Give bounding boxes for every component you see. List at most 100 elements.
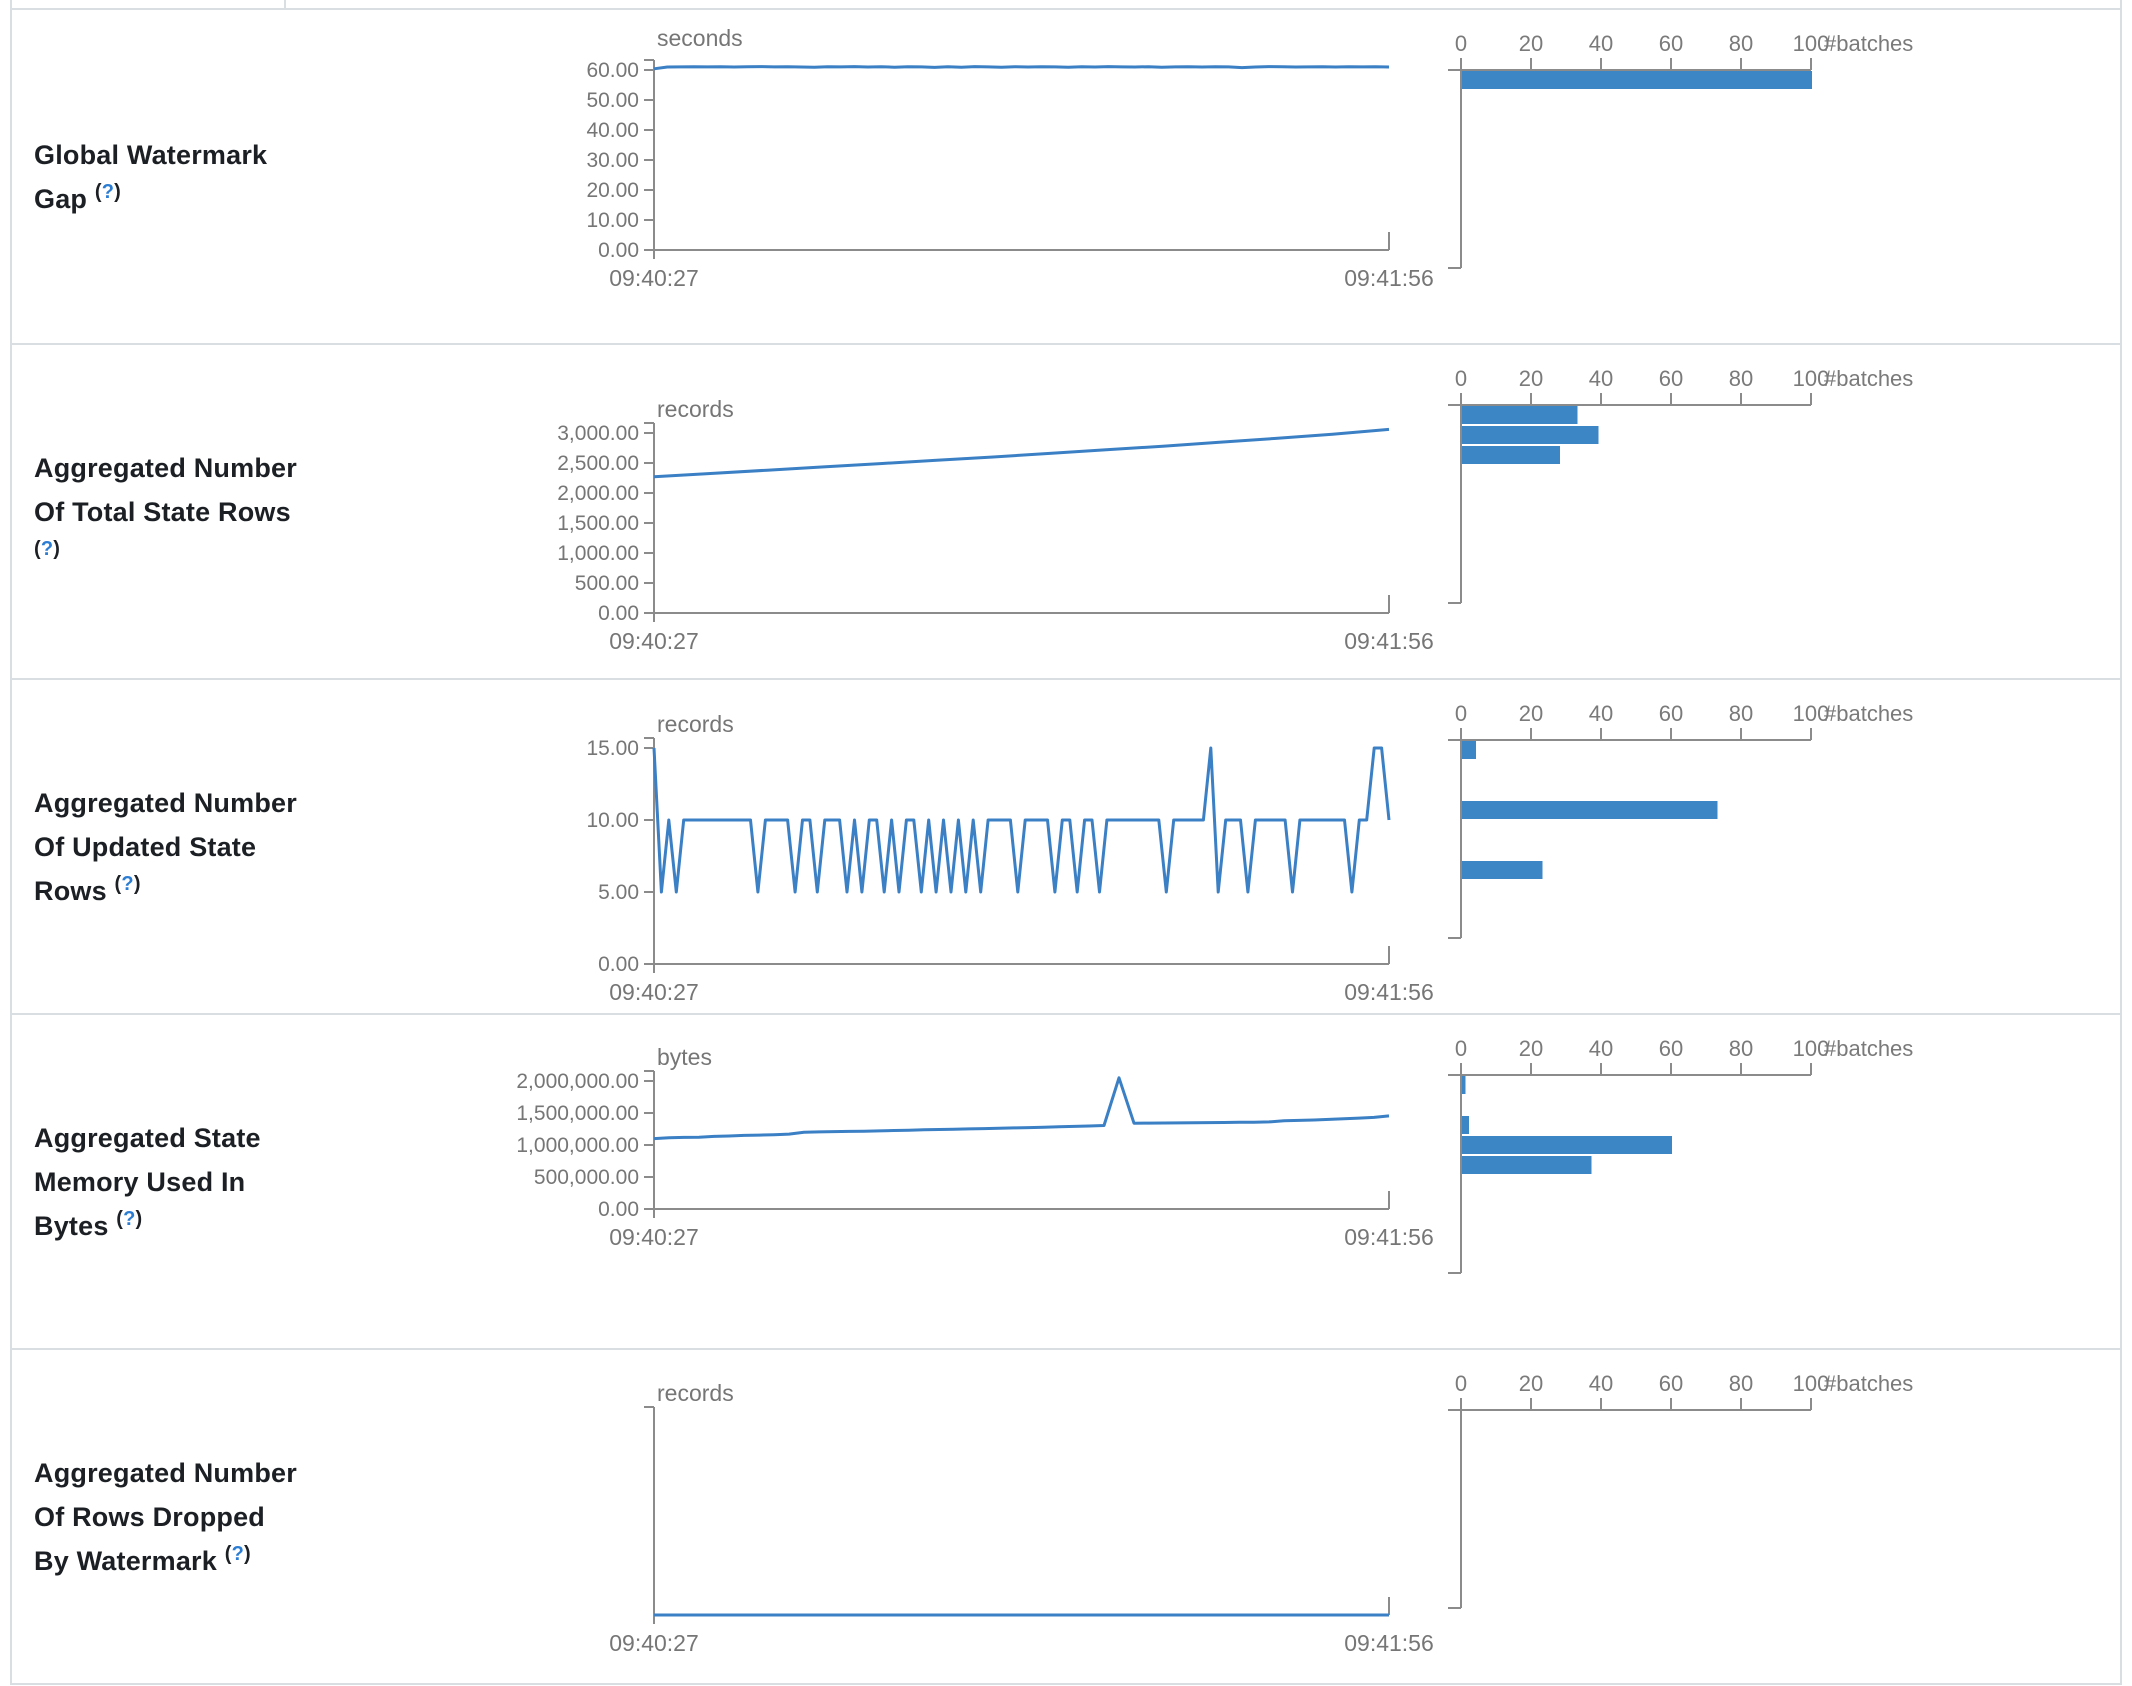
timeline-y-tick-label: 0.00: [598, 602, 639, 625]
histogram-batches-label: #batches: [1824, 701, 1913, 726]
timeline-unit-label: records: [657, 711, 734, 737]
histogram-bar[interactable]: [1462, 426, 1599, 444]
histogram-bar[interactable]: [1462, 801, 1718, 819]
histogram-batches-label: #batches: [1824, 1371, 1913, 1396]
histogram-plot: 0 20 40 60 80 100#batches: [1448, 701, 1913, 939]
histogram-x-tick-label: 60: [1659, 1036, 1683, 1061]
histogram-plot: 0 20 40 60 80 100#batches: [1448, 1036, 1913, 1274]
timeline-and-histogram-chart: records 09:40:27 09:41:56 0 20 40 60 80 100#batc…: [609, 1371, 1913, 1656]
metric-help-link[interactable]: (?): [114, 872, 141, 895]
timeline-y-tick-label: 0.00: [598, 953, 639, 976]
histogram-x-tick-label: 60: [1659, 31, 1683, 56]
histogram-x-tick-label: 80: [1729, 701, 1753, 726]
histogram-plot: 0 20 40 60 80 100#batches: [1448, 31, 1913, 269]
timeline-plot: seconds 60.00 50.00 40.00 30.00 20.00 10.00 0.0…: [586, 25, 1433, 291]
metric-help-link[interactable]: (?): [224, 1542, 251, 1565]
metric-label: Aggregated Number Of Total State Rows (?…: [34, 446, 306, 578]
histogram-x-tick-label: 60: [1659, 701, 1683, 726]
histogram-batches-label: #batches: [1824, 31, 1913, 56]
histogram-bar[interactable]: [1462, 1156, 1592, 1174]
timeline-unit-label: records: [657, 1380, 734, 1406]
timeline-line[interactable]: [653, 65, 1390, 71]
histogram-x-tick-label: 20: [1519, 701, 1543, 726]
histogram-x-tick-label: 40: [1589, 1371, 1613, 1396]
histogram-bar[interactable]: [1462, 446, 1560, 464]
timeline-x-end-label: 09:41:56: [1344, 1630, 1434, 1656]
metric-row: Aggregated Number Of Total State Rows (?…: [11, 344, 2121, 679]
metric-label-text: Aggregated Number Of Updated State Rows: [34, 787, 297, 906]
histogram-x-tick-label: 80: [1729, 31, 1753, 56]
histogram-x-tick-label: 0: [1455, 701, 1467, 726]
histogram-x-tick-label: 0: [1455, 31, 1467, 56]
histogram-x-tick-label: 20: [1519, 1371, 1543, 1396]
timeline-x-end-label: 09:41:56: [1344, 1224, 1434, 1250]
histogram-x-tick-label: 20: [1519, 1036, 1543, 1061]
metric-row: Global Watermark Gap (?) seconds 60.00 50.…: [11, 9, 2121, 344]
metric-label-text: Global Watermark Gap: [34, 139, 268, 214]
histogram-bar[interactable]: [1462, 71, 1812, 89]
metric-help-link[interactable]: (?): [116, 1207, 143, 1230]
help-question-icon[interactable]: ?: [121, 872, 134, 895]
timeline-x-start-label: 09:40:27: [609, 979, 699, 1005]
histogram-batches-label: #batches: [1824, 1036, 1913, 1061]
histogram-x-tick-label: 80: [1729, 1036, 1753, 1061]
histogram-x-tick-label: 0: [1455, 1036, 1467, 1061]
metric-label-text: Aggregated Number Of Total State Rows: [34, 452, 297, 527]
timeline-y-tick-label: 2,500.00: [557, 452, 639, 475]
timeline-y-tick-label: 20.00: [586, 179, 639, 202]
timeline-x-start-label: 09:40:27: [609, 628, 699, 654]
timeline-y-tick-label: 10.00: [586, 809, 639, 832]
timeline-x-end-label: 09:41:56: [1344, 628, 1434, 654]
metric-label: Aggregated State Memory Used In Bytes (?…: [34, 1116, 306, 1248]
timeline-plot: bytes 2,000,000.00 1,500,000.00 1,000,000.0…: [516, 1044, 1433, 1250]
timeline-line[interactable]: [652, 746, 1391, 894]
histogram-bar[interactable]: [1462, 861, 1543, 879]
timeline-y-tick-label: 5.00: [598, 881, 639, 904]
histogram-x-tick-label: 100: [1793, 31, 1830, 56]
help-question-icon[interactable]: ?: [101, 180, 115, 203]
metrics-table: Global Watermark Gap (?) seconds 60.00 50.…: [10, 8, 2122, 1685]
timeline-unit-label: seconds: [657, 25, 743, 51]
timeline-x-start-label: 09:40:27: [609, 1630, 699, 1656]
timeline-line[interactable]: [653, 427, 1390, 479]
histogram-bar[interactable]: [1462, 741, 1476, 759]
help-question-icon[interactable]: ?: [40, 537, 54, 560]
histogram-x-tick-label: 20: [1519, 366, 1543, 391]
histogram-x-tick-label: 80: [1729, 366, 1753, 391]
timeline-and-histogram-chart: seconds 60.00 50.00 40.00 30.00 20.00 10.00 0.0…: [586, 25, 1913, 291]
metric-help-link[interactable]: (?): [94, 180, 121, 203]
timeline-y-tick-label: 500.00: [575, 572, 639, 595]
histogram-x-tick-label: 0: [1455, 1371, 1467, 1396]
histogram-x-tick-label: 60: [1659, 1371, 1683, 1396]
histogram-x-tick-label: 100: [1793, 701, 1830, 726]
histogram-x-tick-label: 20: [1519, 31, 1543, 56]
timeline-and-histogram-chart: records 15.00 10.00 5.00 0.00 09:40:27 09:41:5…: [586, 701, 1913, 1005]
metric-row: Aggregated Number Of Rows Dropped By Wat…: [11, 1349, 2121, 1684]
histogram-bar[interactable]: [1462, 1136, 1672, 1154]
timeline-line[interactable]: [653, 1076, 1390, 1141]
histogram-bar[interactable]: [1462, 1116, 1469, 1134]
timeline-plot: records 09:40:27 09:41:56: [609, 1380, 1434, 1656]
metric-label-text: Aggregated State Memory Used In Bytes: [34, 1122, 261, 1241]
timeline-y-tick-label: 2,000,000.00: [516, 1070, 639, 1093]
timeline-plot: records 15.00 10.00 5.00 0.00 09:40:27 09:41:5…: [586, 711, 1433, 1005]
timeline-y-tick-label: 500,000.00: [534, 1166, 639, 1189]
histogram-bar[interactable]: [1462, 406, 1578, 424]
help-question-icon[interactable]: ?: [123, 1207, 136, 1230]
histogram-batches-label: #batches: [1824, 366, 1913, 391]
timeline-plot: records 3,000.00 2,500.00 2,000.00 1,500.00 1…: [557, 396, 1434, 654]
timeline-and-histogram-chart: bytes 2,000,000.00 1,500,000.00 1,000,000.0…: [516, 1036, 1913, 1274]
timeline-and-histogram-chart: records 3,000.00 2,500.00 2,000.00 1,500.00 1…: [557, 366, 1913, 654]
histogram-x-tick-label: 40: [1589, 366, 1613, 391]
timeline-y-tick-label: 2,000.00: [557, 482, 639, 505]
timeline-y-tick-label: 15.00: [586, 737, 639, 760]
metric-help-link[interactable]: (?): [34, 537, 61, 560]
timeline-y-tick-label: 30.00: [586, 149, 639, 172]
timeline-y-tick-label: 3,000.00: [557, 422, 639, 445]
histogram-plot: 0 20 40 60 80 100#batches: [1448, 366, 1913, 604]
timeline-x-start-label: 09:40:27: [609, 265, 699, 291]
timeline-y-tick-label: 10.00: [586, 209, 639, 232]
metric-label: Aggregated Number Of Rows Dropped By Wat…: [34, 1451, 306, 1583]
histogram-bar[interactable]: [1462, 1076, 1466, 1094]
help-question-icon[interactable]: ?: [231, 1542, 244, 1565]
